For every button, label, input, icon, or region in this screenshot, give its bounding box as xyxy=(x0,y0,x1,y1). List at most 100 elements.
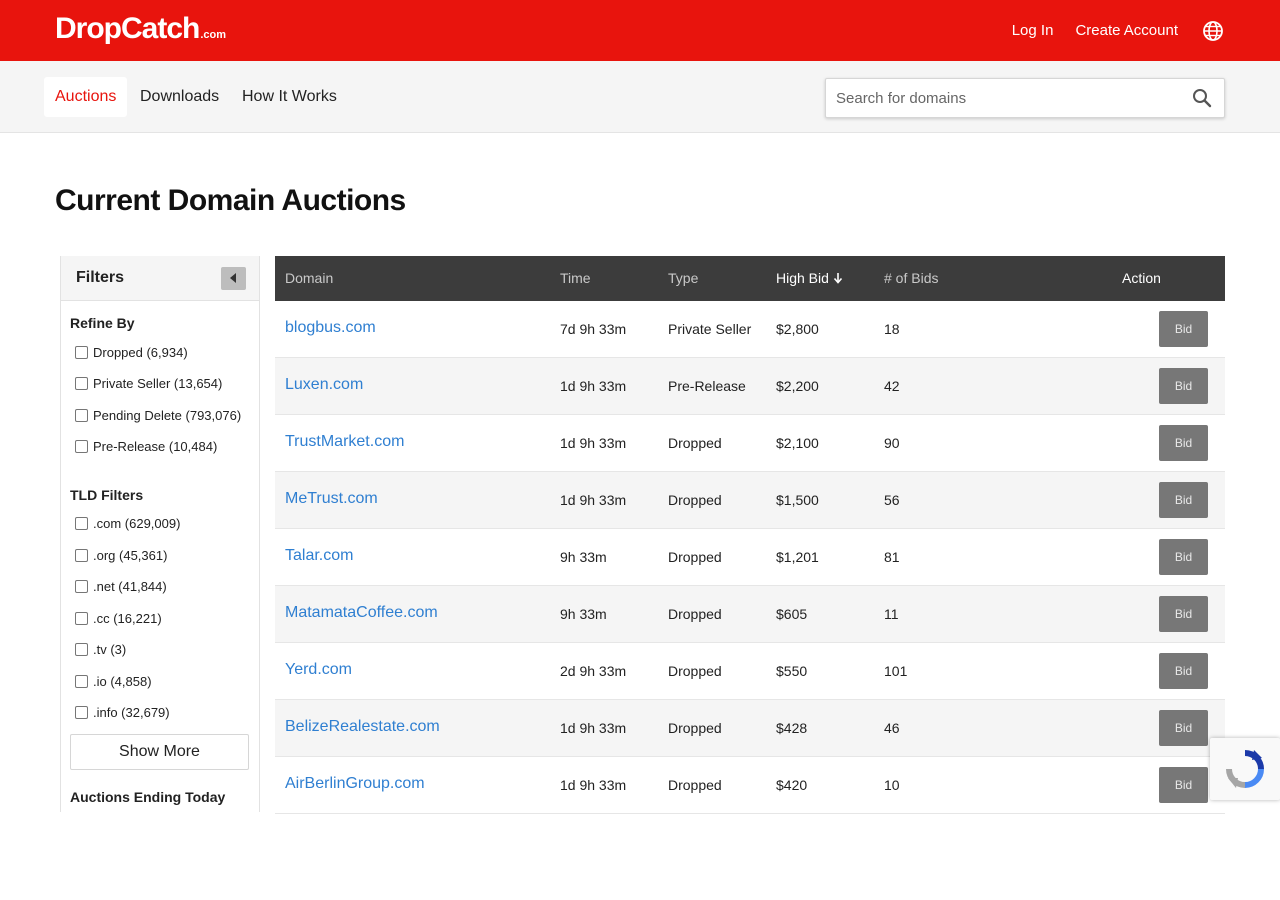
domain-link[interactable]: BelizeRealestate.com xyxy=(285,718,440,735)
bid-button[interactable]: Bid xyxy=(1159,767,1208,803)
tab-auctions[interactable]: Auctions xyxy=(44,77,128,117)
checkbox[interactable] xyxy=(75,377,88,390)
domain-link[interactable]: Luxen.com xyxy=(285,376,364,393)
globe-icon[interactable] xyxy=(1202,20,1224,42)
high-bid-cell: $2,800 xyxy=(776,321,819,337)
filter-tld-io[interactable]: .io (4,858) xyxy=(75,674,152,689)
logo-text: DropCatch xyxy=(55,12,200,45)
checkbox[interactable] xyxy=(75,580,88,593)
bid-button[interactable]: Bid xyxy=(1159,653,1208,689)
tab-downloads[interactable]: Downloads xyxy=(140,88,220,105)
filters-header: Filters xyxy=(61,256,259,301)
filter-tld-com[interactable]: .com (629,009) xyxy=(75,516,180,531)
domain-link[interactable]: MeTrust.com xyxy=(285,490,378,507)
filter-tld-org[interactable]: .org (45,361) xyxy=(75,548,167,563)
checkbox[interactable] xyxy=(75,517,88,530)
auctions-table: Domain Time Type High Bid # of Bids Acti… xyxy=(275,256,1225,814)
filters-title: Filters xyxy=(76,269,125,286)
high-bid-cell: $550 xyxy=(776,663,808,679)
bids-cell: 42 xyxy=(884,378,900,394)
bid-button[interactable]: Bid xyxy=(1159,311,1208,347)
type-cell: Dropped xyxy=(668,720,722,736)
filter-pending-delete[interactable]: Pending Delete (793,076) xyxy=(75,408,241,423)
tab-how-it-works[interactable]: How It Works xyxy=(242,88,337,105)
filter-label: Private Seller (13,654) xyxy=(93,376,223,391)
column-time[interactable]: Time xyxy=(560,270,591,286)
bids-cell: 18 xyxy=(884,321,900,337)
show-more-button[interactable]: Show More xyxy=(70,734,249,770)
domain-link[interactable]: Talar.com xyxy=(285,547,354,564)
domain-link[interactable]: MatamataCoffee.com xyxy=(285,604,438,621)
table-row: BelizeRealestate.com 1d 9h 33m Dropped $… xyxy=(275,700,1225,757)
table-row: AirBerlinGroup.com 1d 9h 33m Dropped $42… xyxy=(275,757,1225,814)
search-box xyxy=(825,78,1225,118)
high-bid-cell: $2,100 xyxy=(776,435,819,451)
site-logo[interactable]: DropCatch.com xyxy=(55,12,226,46)
time-cell: 1d 9h 33m xyxy=(560,492,627,508)
high-bid-cell: $428 xyxy=(776,720,808,736)
bid-button[interactable]: Bid xyxy=(1159,710,1208,746)
header-links: Log In Create Account xyxy=(990,0,1224,61)
recaptcha-badge[interactable] xyxy=(1210,738,1280,800)
domain-link[interactable]: Yerd.com xyxy=(285,661,352,678)
filter-label: Pre-Release (10,484) xyxy=(93,439,218,454)
domain-link[interactable]: blogbus.com xyxy=(285,319,376,336)
checkbox[interactable] xyxy=(75,440,88,453)
domain-link[interactable]: AirBerlinGroup.com xyxy=(285,775,425,792)
filter-private-seller[interactable]: Private Seller (13,654) xyxy=(75,376,222,391)
time-cell: 9h 33m xyxy=(560,606,607,622)
column-high-bid[interactable]: High Bid xyxy=(776,270,843,286)
time-cell: 7d 9h 33m xyxy=(560,321,627,337)
bid-button[interactable]: Bid xyxy=(1159,539,1208,575)
filter-label: .net (41,844) xyxy=(93,579,167,594)
bids-cell: 11 xyxy=(884,606,899,622)
bid-button[interactable]: Bid xyxy=(1159,596,1208,632)
type-cell: Dropped xyxy=(668,777,722,793)
filter-tld-info[interactable]: .info (32,679) xyxy=(75,705,170,720)
column-type[interactable]: Type xyxy=(668,270,699,286)
checkbox[interactable] xyxy=(75,549,88,562)
table-row: Luxen.com 1d 9h 33m Pre-Release $2,200 4… xyxy=(275,358,1225,415)
search-icon[interactable] xyxy=(1192,88,1212,108)
filter-tld-tv[interactable]: .tv (3) xyxy=(75,642,126,657)
table-row: Yerd.com 2d 9h 33m Dropped $550 101 Bid xyxy=(275,643,1225,700)
caret-left-icon[interactable] xyxy=(221,267,246,290)
checkbox[interactable] xyxy=(75,612,88,625)
auctions-ending-today-title: Auctions Ending Today xyxy=(70,789,226,805)
column-domain[interactable]: Domain xyxy=(285,270,334,286)
high-bid-cell: $1,201 xyxy=(776,549,819,565)
type-cell: Dropped xyxy=(668,606,722,622)
login-link[interactable]: Log In xyxy=(1011,22,1054,39)
high-bid-cell: $1,500 xyxy=(776,492,819,508)
filter-dropped[interactable]: Dropped (6,934) xyxy=(75,345,188,360)
filter-pre-release[interactable]: Pre-Release (10,484) xyxy=(75,439,217,454)
filter-label: .io (4,858) xyxy=(93,674,152,689)
type-cell: Dropped xyxy=(668,663,722,679)
filter-tld-net[interactable]: .net (41,844) xyxy=(75,579,167,594)
checkbox[interactable] xyxy=(75,346,88,359)
type-cell: Dropped xyxy=(668,492,722,508)
filter-label: .com (629,009) xyxy=(93,516,181,531)
column-bids[interactable]: # of Bids xyxy=(884,270,939,286)
checkbox[interactable] xyxy=(75,706,88,719)
page-title: Current Domain Auctions xyxy=(55,184,406,217)
high-bid-cell: $605 xyxy=(776,606,808,622)
arrow-down-icon xyxy=(833,271,843,284)
column-high-bid-label: High Bid xyxy=(776,270,829,286)
bid-button[interactable]: Bid xyxy=(1159,482,1208,518)
checkbox[interactable] xyxy=(75,675,88,688)
search-input[interactable] xyxy=(826,79,1176,117)
checkbox[interactable] xyxy=(75,643,88,656)
bid-button[interactable]: Bid xyxy=(1159,368,1208,404)
filter-label: Dropped (6,934) xyxy=(93,345,188,360)
time-cell: 1d 9h 33m xyxy=(560,378,627,394)
time-cell: 1d 9h 33m xyxy=(560,720,627,736)
filter-label: .tv (3) xyxy=(93,642,127,657)
bids-cell: 56 xyxy=(884,492,900,508)
domain-link[interactable]: TrustMarket.com xyxy=(285,433,405,450)
filter-tld-cc[interactable]: .cc (16,221) xyxy=(75,611,162,626)
high-bid-cell: $2,200 xyxy=(776,378,819,394)
checkbox[interactable] xyxy=(75,409,88,422)
create-account-link[interactable]: Create Account xyxy=(1075,22,1178,39)
bid-button[interactable]: Bid xyxy=(1159,425,1208,461)
